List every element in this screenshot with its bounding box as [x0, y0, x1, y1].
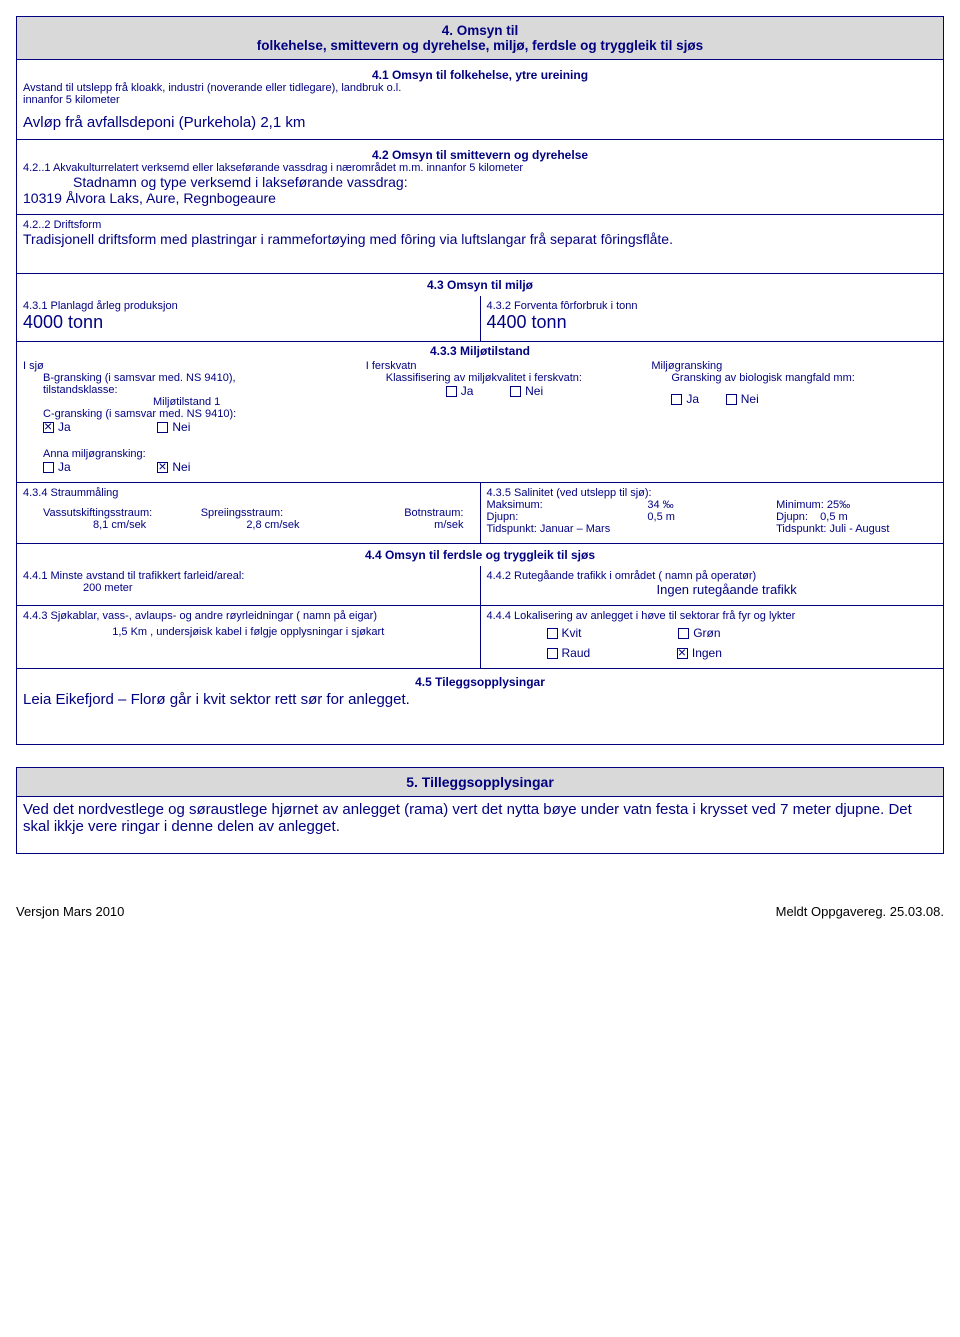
footer-right: Meldt Oppgavereg. 25.03.08.: [776, 904, 944, 919]
text-ingen: Ingen: [692, 646, 722, 660]
t2-l: Tidspunkt:: [776, 523, 826, 535]
value-4-3-1: 4000 tonn: [23, 312, 474, 333]
text-ja: Ja: [58, 420, 71, 434]
env-title: Miljøgransking: [651, 360, 937, 372]
value-4-2-1-b: 10319 Ålvora Laks, Aure, Regnbogeaure: [23, 190, 937, 206]
d2-v: 0,5 m: [820, 511, 848, 523]
label-4-4-1: 4.4.1 Minste avstand til trafikkert farl…: [23, 570, 474, 582]
row-4-4-1-2: 4.4.1 Minste avstand til trafikkert farl…: [17, 566, 943, 605]
text-raud: Raud: [562, 646, 591, 660]
t1-v: Januar – Mars: [540, 523, 610, 535]
row-4-3-4-5: 4.3.4 Straummåling Vassutskiftingsstraum…: [17, 483, 943, 543]
min-v: 25‰: [827, 499, 850, 511]
block-4-2: 4.2 Omsyn til smittevern og dyrehelse 4.…: [17, 140, 943, 214]
heading-4-4: 4.4 Omsyn til ferdsle og tryggleik til s…: [17, 544, 943, 566]
checkbox-other-ja[interactable]: [43, 462, 54, 473]
other-env: Anna miljøgransking: Ja Nei: [17, 442, 943, 482]
text-ja: Ja: [58, 460, 71, 474]
text-gron: Grøn: [693, 626, 720, 640]
l-botn: Botnstraum:: [332, 507, 473, 519]
row-4-3-1-2: 4.3.1 Planlagd årleg produksjon 4000 ton…: [17, 296, 943, 341]
block-4-5: 4.5 Tileggsopplysingar Leia Eikefjord – …: [17, 669, 943, 744]
heading-4-3-5: 4.3.5 Salinitet (ved utslepp til sjø):: [487, 487, 938, 499]
checkbox-fresh-ja[interactable]: [446, 386, 457, 397]
v-botn: m/sek: [374, 519, 473, 531]
v-sprei: 2,8 cm/sek: [246, 519, 374, 531]
text-ja: Ja: [461, 384, 474, 398]
env-label: Gransking av biologisk mangfald mm:: [651, 372, 937, 384]
checkbox-other-nei[interactable]: [157, 462, 168, 473]
checkbox-env-ja[interactable]: [671, 394, 682, 405]
text-nei: Nei: [525, 384, 543, 398]
text-kvit: Kvit: [562, 626, 582, 640]
row-4-4-3-4: 4.4.3 Sjøkablar, vass-, avlaups- og andr…: [17, 606, 943, 668]
block-4-1: 4.1 Omsyn til folkehelse, ytre ureining …: [17, 60, 943, 139]
footer-left: Versjon Mars 2010: [16, 904, 124, 919]
checkbox-kvit[interactable]: [547, 628, 558, 639]
text-nei: Nei: [172, 420, 190, 434]
checkbox-c-ja[interactable]: [43, 422, 54, 433]
checkbox-gron[interactable]: [678, 628, 689, 639]
d2-l: Djupn:: [776, 511, 808, 523]
value-4-5: Leia Eikefjord – Florø går i kvit sektor…: [23, 691, 937, 708]
block-4-3-4: 4.3.4 Straummåling Vassutskiftingsstraum…: [17, 483, 481, 543]
page-footer: Versjon Mars 2010 Meldt Oppgavereg. 25.0…: [16, 864, 944, 919]
max-l: Maksimum:: [487, 499, 543, 511]
section-5-body: Ved det nordvestlege og søraustlege hjør…: [17, 797, 943, 853]
checkbox-env-nei[interactable]: [726, 394, 737, 405]
l-sprei: Spreiingsstraum:: [201, 507, 332, 519]
t1-l: Tidspunkt:: [487, 523, 537, 535]
heading-4-1: 4.1 Omsyn til folkehelse, ytre ureining: [23, 64, 937, 82]
text-nei: Nei: [172, 460, 190, 474]
v-vass: 8,1 cm/sek: [93, 519, 246, 531]
label-4-3-1: 4.3.1 Planlagd årleg produksjon: [23, 300, 474, 312]
d1-l: Djupn:: [487, 511, 519, 523]
section-4-title: 4. Omsyn til folkehelse, smittevern og d…: [17, 17, 943, 60]
sea-c-label: C-gransking (i samsvar med. NS 9410):: [23, 408, 366, 420]
value-4-2-2: Tradisjonell driftsform med plastringar …: [23, 231, 937, 247]
label-4-2-1: 4.2..1 Akvakulturrelatert verksemd eller…: [23, 162, 937, 174]
sea-b-value: Miljøtilstand 1: [23, 396, 366, 408]
row-4-3-3: I sjø B-gransking (i samsvar med. NS 941…: [17, 360, 943, 442]
value-4-1: Avløp frå avfallsdeponi (Purkehola) 2,1 …: [23, 114, 937, 131]
label-4-1: Avstand til utslepp frå kloakk, industri…: [23, 82, 403, 106]
heading-4-3-3: 4.3.3 Miljøtilstand: [17, 342, 943, 360]
checkbox-c-nei[interactable]: [157, 422, 168, 433]
fresh-title: I ferskvatn: [366, 360, 652, 372]
label-4-4-4: 4.4.4 Lokalisering av anlegget i høve ti…: [487, 610, 938, 622]
value-4-4-3: 1,5 Km , undersjøisk kabel i følgje oppl…: [23, 622, 474, 638]
checkbox-fresh-nei[interactable]: [510, 386, 521, 397]
heading-4-2: 4.2 Omsyn til smittevern og dyrehelse: [23, 144, 937, 162]
t2-v: Juli - August: [830, 523, 890, 535]
label-4-4-3: 4.4.3 Sjøkablar, vass-, avlaups- og andr…: [23, 610, 474, 622]
value-4-4-1: 200 meter: [23, 582, 474, 594]
l-vass: Vassutskiftingsstraum:: [43, 507, 201, 519]
max-v: 34 ‰: [647, 499, 673, 511]
value-4-3-2: 4400 tonn: [487, 312, 938, 333]
heading-4-3: 4.3 Omsyn til miljø: [17, 274, 943, 296]
label-4-3-2: 4.3.2 Forventa fôrforbruk i tonn: [487, 300, 938, 312]
heading-4-3-4: 4.3.4 Straummåling: [23, 487, 474, 499]
text-ja: Ja: [686, 392, 699, 406]
label-4-2-2: 4.2..2 Driftsform: [23, 219, 937, 231]
block-4-2-2: 4.2..2 Driftsform Tradisjonell driftsfor…: [17, 215, 943, 273]
text-nei: Nei: [741, 392, 759, 406]
d1-v: 0,5 m: [647, 511, 675, 523]
checkbox-ingen[interactable]: [677, 648, 688, 659]
sea-title: I sjø: [23, 360, 366, 372]
min-l: Minimum:: [776, 499, 824, 511]
section-4: 4. Omsyn til folkehelse, smittevern og d…: [16, 16, 944, 745]
section-5-title: 5. Tilleggsopplysingar: [17, 768, 943, 797]
fresh-label: Klassifisering av miljøkvalitet i ferskv…: [366, 372, 652, 384]
value-4-4-2: Ingen rutegåande trafikk: [487, 582, 938, 597]
value-4-2-1-a: Stadnamn og type verksemd i lakseførande…: [23, 174, 937, 190]
section-5: 5. Tilleggsopplysingar Ved det nordvestl…: [16, 767, 944, 854]
sea-b-label: B-gransking (i samsvar med. NS 9410), ti…: [23, 372, 253, 396]
checkbox-raud[interactable]: [547, 648, 558, 659]
label-4-4-2: 4.4.2 Rutegåande trafikk i området ( nam…: [487, 570, 938, 582]
block-4-3-5: 4.3.5 Salinitet (ved utslepp til sjø): M…: [481, 483, 944, 543]
heading-4-5: 4.5 Tileggsopplysingar: [23, 673, 937, 691]
